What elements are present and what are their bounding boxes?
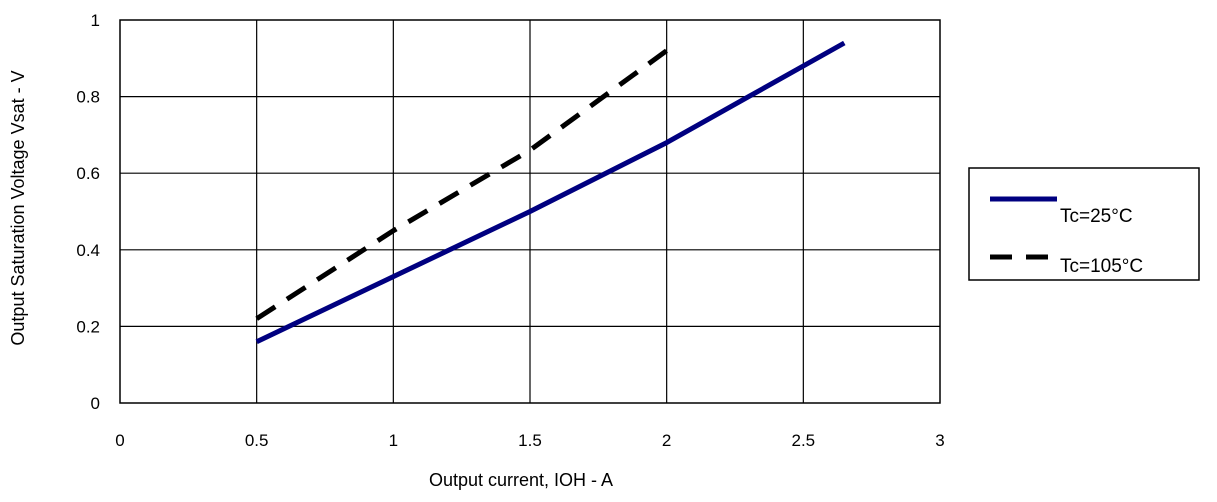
legend-label-tc25: Tc=25°C bbox=[1060, 206, 1133, 227]
series-line-tc25 bbox=[255, 40, 846, 344]
x-tick-label: 3 bbox=[935, 431, 944, 450]
y-tick-label: 0.4 bbox=[76, 241, 100, 260]
y-tick-label: 0.6 bbox=[76, 164, 100, 183]
series-group bbox=[255, 40, 846, 344]
legend: Tc=25°C Tc=105°C bbox=[968, 167, 1200, 281]
plot-area-frame bbox=[119, 19, 941, 404]
y-axis-title: Output Saturation Voltage Vsat - V bbox=[8, 70, 28, 345]
grid bbox=[120, 20, 940, 403]
y-tick-label: 0.2 bbox=[76, 317, 100, 336]
x-axis-title: Output current, IOH - A bbox=[429, 470, 613, 490]
x-tick-label: 1 bbox=[389, 431, 398, 450]
y-tick-label: 0.8 bbox=[76, 88, 100, 107]
y-tick-labels: 0 0.2 0.4 0.6 0.8 1 bbox=[76, 11, 100, 413]
x-tick-labels: 0 0.5 1 1.5 2 2.5 3 bbox=[115, 431, 944, 450]
series-line-tc105 bbox=[255, 48, 669, 321]
x-tick-label: 2 bbox=[662, 431, 671, 450]
legend-label-tc105: Tc=105°C bbox=[1060, 256, 1143, 277]
x-tick-label: 2.5 bbox=[792, 431, 816, 450]
y-tick-label: 0 bbox=[91, 394, 100, 413]
x-tick-label: 0.5 bbox=[245, 431, 269, 450]
legend-box bbox=[968, 167, 1200, 281]
x-tick-label: 0 bbox=[115, 431, 124, 450]
x-tick-label: 1.5 bbox=[518, 431, 542, 450]
y-tick-label: 1 bbox=[91, 11, 100, 30]
